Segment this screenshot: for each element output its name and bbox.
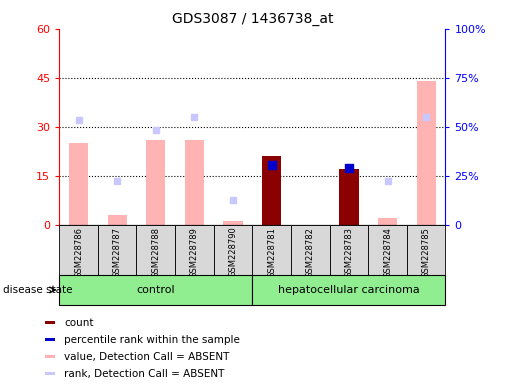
Text: percentile rank within the sample: percentile rank within the sample	[64, 335, 240, 345]
Bar	[45, 338, 55, 341]
Point	[383, 177, 392, 184]
Bar	[252, 275, 445, 305]
Text: GSM228783: GSM228783	[345, 227, 353, 278]
Text: GSM228789: GSM228789	[190, 227, 199, 278]
Bar	[368, 225, 407, 275]
Text: hepatocellular carcinoma: hepatocellular carcinoma	[278, 285, 420, 295]
Bar	[330, 225, 368, 275]
Point	[229, 197, 237, 203]
Text: GSM228782: GSM228782	[306, 227, 315, 278]
Text: count: count	[64, 318, 94, 328]
Text: disease state: disease state	[3, 285, 72, 295]
Bar	[45, 372, 55, 375]
Bar	[175, 225, 214, 275]
Text: value, Detection Call = ABSENT: value, Detection Call = ABSENT	[64, 352, 230, 362]
Text: control: control	[136, 285, 175, 295]
Point	[422, 114, 431, 120]
Text: GSM228787: GSM228787	[113, 227, 122, 278]
Bar	[45, 356, 55, 358]
Text: GSM228788: GSM228788	[151, 227, 160, 278]
Text: GSM228781: GSM228781	[267, 227, 276, 278]
Bar	[252, 225, 291, 275]
Text: GSM228785: GSM228785	[422, 227, 431, 278]
Point	[268, 162, 276, 168]
Bar	[291, 225, 330, 275]
Bar	[185, 140, 204, 225]
Point	[113, 177, 122, 184]
Text: GSM228786: GSM228786	[74, 227, 83, 278]
Bar	[417, 81, 436, 225]
Point	[151, 127, 160, 133]
Bar	[136, 225, 175, 275]
Bar	[378, 218, 397, 225]
Point	[74, 117, 82, 123]
Bar	[45, 321, 55, 324]
Text: GSM228784: GSM228784	[383, 227, 392, 278]
Text: rank, Detection Call = ABSENT: rank, Detection Call = ABSENT	[64, 369, 225, 379]
Bar	[59, 275, 252, 305]
Bar	[69, 143, 88, 225]
Bar	[108, 215, 127, 225]
Title: GDS3087 / 1436738_at: GDS3087 / 1436738_at	[171, 12, 333, 26]
Point	[190, 114, 198, 120]
Bar	[146, 140, 165, 225]
Bar	[214, 225, 252, 275]
Bar	[262, 156, 281, 225]
Bar	[224, 222, 243, 225]
Point	[345, 165, 353, 171]
Bar	[98, 225, 136, 275]
Bar	[339, 169, 358, 225]
Text: GSM228790: GSM228790	[229, 227, 237, 277]
Bar	[407, 225, 445, 275]
Bar	[59, 225, 98, 275]
